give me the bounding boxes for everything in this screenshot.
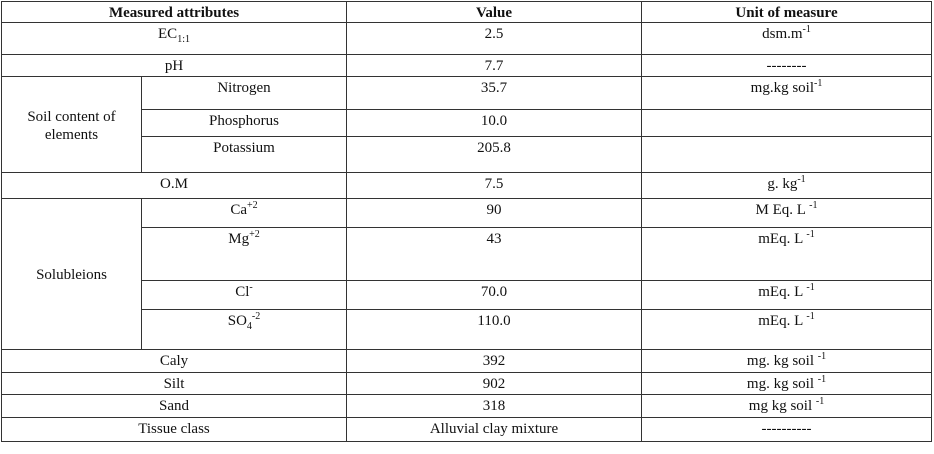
- table-body: EC1:1 2.5 dsm.m-1 pH 7.7 -------- Soil content…: [1, 22, 932, 442]
- data-table: Measured attributes Value Unit of measur…: [1, 1, 932, 442]
- table-row: Silt 902 mg. kg soil -1: [1, 372, 932, 395]
- unit-cell: dsm.m-1: [641, 22, 932, 55]
- value-cell: 35.7: [346, 76, 642, 110]
- table-row: Mg+2 43 mEq. L -1: [2, 227, 932, 281]
- group-cell: Solubleions: [1, 198, 142, 350]
- header-cell: Value: [346, 1, 642, 23]
- text-run: -1: [817, 374, 827, 385]
- value-cell: 2.5: [346, 22, 642, 55]
- header-row: Measured attributes Value Unit of measur…: [1, 1, 932, 23]
- text-run: SO: [227, 313, 247, 329]
- attribute-cell: Ca+2: [141, 198, 347, 228]
- table-row: Sand 318 mg kg soil -1: [1, 394, 932, 418]
- text-run: Cl: [235, 284, 250, 300]
- text-run: +2: [249, 229, 260, 240]
- text-run: mg kg soil: [748, 398, 816, 414]
- unit-cell: mg.kg soil-1: [641, 76, 932, 110]
- table-row: O.M 7.5 g. kg-1: [1, 172, 932, 199]
- text-run: 1:1: [177, 34, 190, 45]
- attribute-cell: Cl-: [141, 280, 347, 310]
- text-run: -1: [806, 311, 815, 322]
- text-run: -1: [809, 200, 818, 211]
- value-cell: 392: [346, 349, 642, 373]
- attribute-cell: Sand: [1, 394, 347, 418]
- text-run: -1: [806, 282, 815, 293]
- table-row: Soil content of elements Nitrogen 35.7 mg.k…: [1, 76, 932, 173]
- table-row: Cl- 70.0 mEq. L -1: [2, 280, 932, 310]
- attribute-cell: Mg+2: [141, 227, 347, 281]
- text-run: mEq. L: [758, 313, 807, 329]
- value-cell: 110.0: [346, 309, 642, 350]
- attribute-cell: Nitrogen: [141, 76, 347, 110]
- text-run: +2: [247, 200, 258, 211]
- text-run: -1: [806, 229, 815, 240]
- text-run: mg. kg soil: [746, 353, 818, 369]
- text-run: g. kg: [767, 176, 798, 192]
- text-run: -1: [815, 396, 825, 407]
- attribute-cell: Silt: [1, 372, 347, 395]
- attribute-cell: Phosphorus: [141, 109, 347, 137]
- text-run: 4: [246, 321, 252, 332]
- value-cell: 90: [346, 198, 642, 228]
- text-run: -1: [817, 351, 827, 362]
- value-cell: 7.5: [346, 172, 642, 199]
- value-cell: 318: [346, 394, 642, 418]
- unit-cell: mEq. L -1: [641, 280, 932, 310]
- unit-cell: mEq. L -1: [641, 309, 932, 350]
- text-run: mg. kg soil: [746, 376, 818, 392]
- attribute-cell: SO4-2: [141, 309, 347, 350]
- text-run: mEq. L: [758, 284, 807, 300]
- attribute-cell: pH: [1, 54, 347, 77]
- attribute-cell: Caly: [1, 349, 347, 373]
- table-row: Solubleions Ca+2 90 M Eq. L -1: [1, 198, 932, 350]
- text-run: EC: [158, 26, 178, 42]
- attribute-cell: O.M: [1, 172, 347, 199]
- text-run: mEq. L: [758, 231, 807, 247]
- table-row: SO4-2 110.0 mEq. L -1: [2, 309, 932, 350]
- table-row: EC1:1 2.5 dsm.m-1: [1, 22, 932, 55]
- unit-cell: [641, 109, 932, 137]
- header-cell: Measured attributes: [1, 1, 347, 23]
- table-row: Potassium 205.8: [2, 136, 932, 173]
- table-row: Tissue class Alluvial clay mixture -------…: [1, 417, 932, 442]
- value-cell: 10.0: [346, 109, 642, 137]
- header-cell: Unit of measure: [641, 1, 932, 23]
- text-run: Mg: [228, 231, 250, 247]
- text-run: -1: [814, 78, 823, 89]
- unit-cell: --------: [641, 54, 932, 77]
- text-run: dsm.m: [762, 26, 803, 42]
- attribute-cell: Potassium: [141, 136, 347, 173]
- group-cell: Soil content of elements: [1, 76, 142, 173]
- text-run: M Eq. L: [755, 202, 810, 218]
- value-cell: 70.0: [346, 280, 642, 310]
- unit-cell: ----------: [641, 417, 932, 442]
- table-row: Phosphorus 10.0: [2, 109, 932, 137]
- unit-cell: mg. kg soil -1: [641, 372, 932, 395]
- value-cell: 7.7: [346, 54, 642, 77]
- unit-cell: M Eq. L -1: [641, 198, 932, 228]
- unit-cell: mg. kg soil -1: [641, 349, 932, 373]
- text-run: -: [249, 282, 253, 293]
- value-cell: Alluvial clay mixture: [346, 417, 642, 442]
- value-cell: 205.8: [346, 136, 642, 173]
- text-run: Ca: [230, 202, 248, 218]
- attribute-cell: EC1:1: [1, 22, 347, 55]
- unit-cell: [641, 136, 932, 173]
- value-cell: 43: [346, 227, 642, 281]
- attribute-cell: Tissue class: [1, 417, 347, 442]
- unit-cell: mg kg soil -1: [641, 394, 932, 418]
- text-run: -1: [802, 24, 811, 35]
- value-cell: 902: [346, 372, 642, 395]
- unit-cell: g. kg-1: [641, 172, 932, 199]
- text-run: mg.kg soil: [750, 80, 814, 96]
- text-run: -1: [797, 174, 806, 185]
- table-row: pH 7.7 --------: [1, 54, 932, 77]
- unit-cell: mEq. L -1: [641, 227, 932, 281]
- text-run: -2: [251, 311, 261, 322]
- table-row: Caly 392 mg. kg soil -1: [1, 349, 932, 373]
